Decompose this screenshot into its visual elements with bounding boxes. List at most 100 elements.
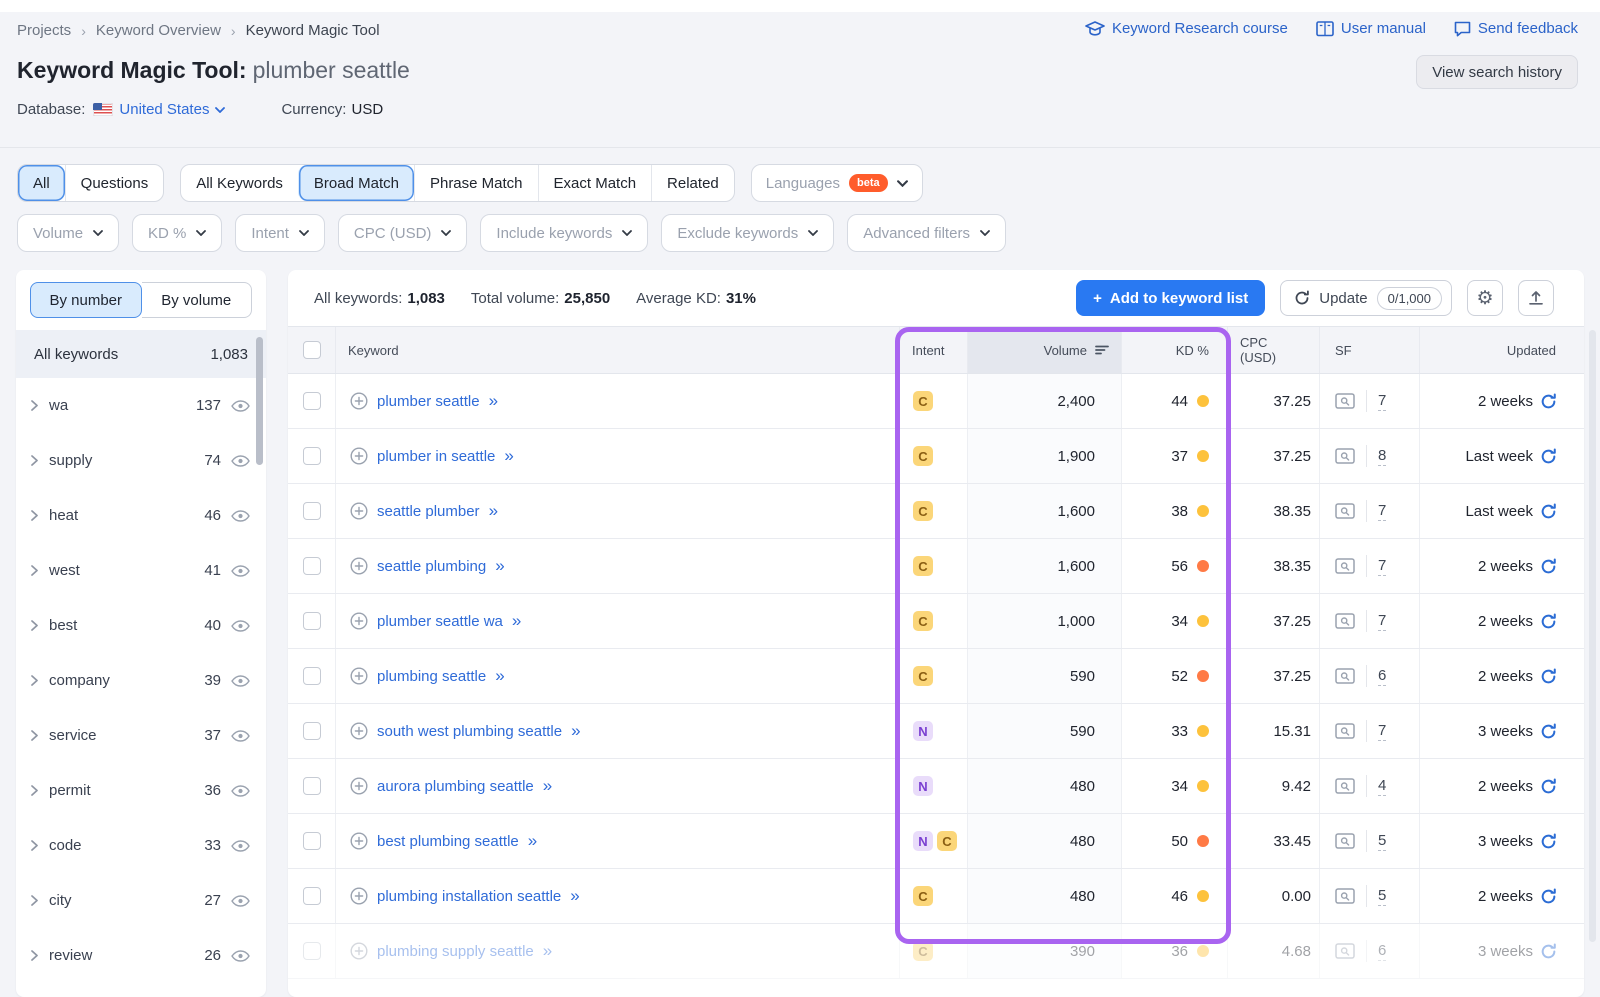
filter-dropdown[interactable]: Exclude keywords (661, 214, 834, 252)
sf-count[interactable]: 8 (1378, 447, 1386, 466)
expand-keyword-icon[interactable]: » (504, 446, 512, 466)
add-keyword-icon[interactable] (350, 722, 368, 740)
settings-button[interactable]: ⚙ (1467, 280, 1503, 316)
select-all-checkbox[interactable] (303, 341, 321, 359)
chevron-right-icon[interactable] (31, 950, 38, 961)
tab-match-type[interactable]: Phrase Match (414, 165, 538, 201)
row-checkbox[interactable] (303, 502, 321, 520)
filter-dropdown[interactable]: Volume (17, 214, 119, 252)
expand-keyword-icon[interactable]: » (495, 556, 503, 576)
row-checkbox[interactable] (303, 612, 321, 630)
sf-count[interactable]: 4 (1378, 777, 1386, 796)
row-checkbox[interactable] (303, 887, 321, 905)
row-checkbox[interactable] (303, 557, 321, 575)
serp-features-icon[interactable] (1335, 778, 1355, 794)
serp-features-icon[interactable] (1335, 833, 1355, 849)
sf-count[interactable]: 7 (1378, 612, 1386, 631)
expand-keyword-icon[interactable]: » (512, 611, 520, 631)
tab-match-type[interactable]: Exact Match (538, 165, 652, 201)
serp-features-icon[interactable] (1335, 558, 1355, 574)
chevron-right-icon[interactable] (31, 455, 38, 466)
sf-count[interactable]: 7 (1378, 557, 1386, 576)
add-keyword-icon[interactable] (350, 502, 368, 520)
database-selector[interactable]: United States (119, 101, 225, 118)
refresh-icon[interactable] (1540, 888, 1557, 905)
expand-keyword-icon[interactable]: » (543, 941, 551, 961)
header-kd[interactable]: KD % (1122, 327, 1228, 373)
eye-icon[interactable] (231, 620, 250, 632)
keyword-group-item[interactable]: heat 46 (16, 488, 266, 543)
row-checkbox[interactable] (303, 667, 321, 685)
keyword-link[interactable]: best plumbing seattle (377, 833, 519, 850)
header-cpc[interactable]: CPC (USD) (1228, 327, 1320, 373)
chevron-right-icon[interactable] (31, 400, 38, 411)
keyword-group-item[interactable]: supply 74 (16, 433, 266, 488)
sf-count[interactable]: 7 (1378, 722, 1386, 741)
chevron-right-icon[interactable] (31, 675, 38, 686)
keyword-link[interactable]: seattle plumbing (377, 558, 486, 575)
tab-match-type[interactable]: Related (651, 165, 734, 201)
breadcrumb-projects[interactable]: Projects (17, 22, 71, 39)
expand-keyword-icon[interactable]: » (489, 501, 497, 521)
table-scrollbar[interactable] (1589, 330, 1596, 942)
sf-count[interactable]: 5 (1378, 887, 1386, 906)
keyword-link[interactable]: plumber in seattle (377, 448, 495, 465)
eye-icon[interactable] (231, 455, 250, 467)
send-feedback-link[interactable]: Send feedback (1454, 20, 1578, 37)
row-checkbox[interactable] (303, 447, 321, 465)
eye-icon[interactable] (231, 950, 250, 962)
expand-keyword-icon[interactable]: » (570, 886, 578, 906)
chevron-right-icon[interactable] (31, 785, 38, 796)
chevron-right-icon[interactable] (31, 730, 38, 741)
keyword-link[interactable]: south west plumbing seattle (377, 723, 562, 740)
languages-dropdown[interactable]: Languages beta (751, 164, 923, 202)
keyword-research-course-link[interactable]: Keyword Research course (1085, 20, 1288, 37)
eye-icon[interactable] (231, 895, 250, 907)
expand-keyword-icon[interactable]: » (489, 391, 497, 411)
chevron-right-icon[interactable] (31, 510, 38, 521)
serp-features-icon[interactable] (1335, 943, 1355, 959)
sidebar-scrollbar[interactable] (256, 337, 263, 465)
export-button[interactable] (1518, 280, 1554, 316)
filter-dropdown[interactable]: KD % (132, 214, 222, 252)
tab-question-filter[interactable]: Questions (65, 165, 164, 201)
user-manual-link[interactable]: User manual (1316, 20, 1426, 37)
keyword-group-item[interactable]: code 33 (16, 818, 266, 873)
add-keyword-icon[interactable] (350, 447, 368, 465)
refresh-icon[interactable] (1540, 448, 1557, 465)
row-checkbox[interactable] (303, 942, 321, 960)
serp-features-icon[interactable] (1335, 503, 1355, 519)
expand-keyword-icon[interactable]: » (543, 776, 551, 796)
breadcrumb-keyword-overview[interactable]: Keyword Overview (96, 22, 221, 39)
view-search-history-button[interactable]: View search history (1416, 55, 1578, 89)
row-checkbox[interactable] (303, 777, 321, 795)
eye-icon[interactable] (231, 675, 250, 687)
add-keyword-icon[interactable] (350, 942, 368, 960)
chevron-right-icon[interactable] (31, 565, 38, 576)
sf-count[interactable]: 5 (1378, 832, 1386, 851)
serp-features-icon[interactable] (1335, 448, 1355, 464)
add-keyword-icon[interactable] (350, 612, 368, 630)
keyword-link[interactable]: plumber seattle (377, 393, 480, 410)
keyword-group-item[interactable]: service 37 (16, 708, 266, 763)
refresh-icon[interactable] (1540, 503, 1557, 520)
tab-match-type[interactable]: All Keywords (181, 165, 298, 201)
sf-count[interactable]: 6 (1378, 667, 1386, 686)
sf-count[interactable]: 7 (1378, 502, 1386, 521)
add-keyword-icon[interactable] (350, 832, 368, 850)
row-checkbox[interactable] (303, 722, 321, 740)
chevron-right-icon[interactable] (31, 620, 38, 631)
filter-dropdown[interactable]: Include keywords (480, 214, 648, 252)
refresh-icon[interactable] (1540, 723, 1557, 740)
keyword-link[interactable]: plumbing seattle (377, 668, 486, 685)
serp-features-icon[interactable] (1335, 888, 1355, 904)
chevron-right-icon[interactable] (31, 895, 38, 906)
row-checkbox[interactable] (303, 832, 321, 850)
serp-features-icon[interactable] (1335, 723, 1355, 739)
keyword-group-item[interactable]: west 41 (16, 543, 266, 598)
keyword-group-item[interactable]: permit 36 (16, 763, 266, 818)
add-keyword-icon[interactable] (350, 557, 368, 575)
eye-icon[interactable] (231, 565, 250, 577)
tab-by-number[interactable]: By number (30, 282, 142, 318)
keyword-link[interactable]: plumbing installation seattle (377, 888, 561, 905)
